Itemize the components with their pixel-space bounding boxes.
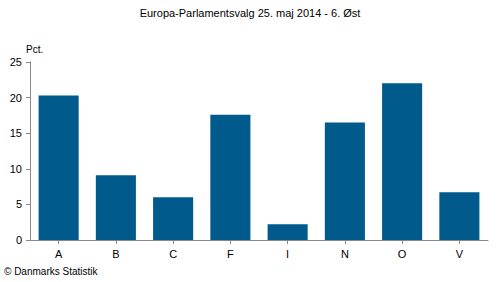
svg-text:25: 25 — [10, 56, 22, 68]
svg-text:V: V — [456, 248, 464, 260]
svg-text:© Danmarks Statistik: © Danmarks Statistik — [4, 266, 99, 277]
svg-text:15: 15 — [10, 127, 22, 139]
svg-text:I: I — [286, 248, 289, 260]
svg-text:F: F — [227, 248, 234, 260]
svg-text:10: 10 — [10, 163, 22, 175]
svg-text:A: A — [55, 248, 63, 260]
svg-text:N: N — [341, 248, 349, 260]
svg-text:Pct.: Pct. — [26, 44, 43, 55]
svg-text:O: O — [398, 248, 407, 260]
svg-text:C: C — [169, 248, 177, 260]
svg-text:20: 20 — [10, 92, 22, 104]
svg-text:Europa-Parlamentsvalg 25. maj: Europa-Parlamentsvalg 25. maj 2014 - 6. … — [140, 7, 361, 19]
svg-text:0: 0 — [16, 234, 22, 246]
svg-text:5: 5 — [16, 198, 22, 210]
svg-text:B: B — [112, 248, 119, 260]
